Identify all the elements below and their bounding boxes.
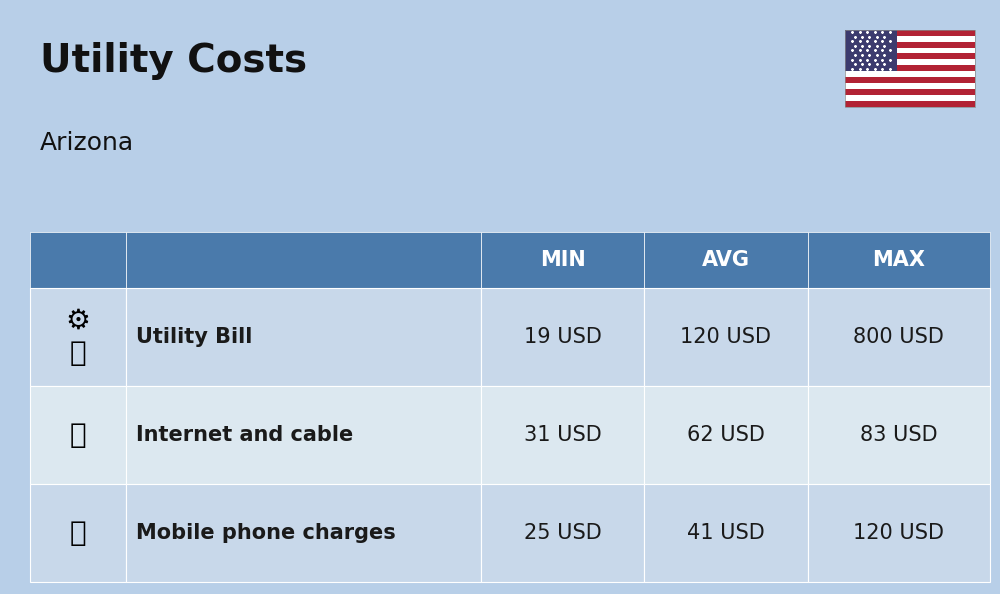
Text: 800 USD: 800 USD [853, 327, 944, 347]
FancyBboxPatch shape [126, 232, 481, 287]
FancyBboxPatch shape [30, 287, 126, 386]
Text: AVG: AVG [702, 249, 750, 270]
FancyBboxPatch shape [126, 287, 481, 386]
FancyBboxPatch shape [845, 83, 975, 89]
Text: 19 USD: 19 USD [524, 327, 602, 347]
FancyBboxPatch shape [845, 53, 975, 59]
Text: 📶: 📶 [70, 421, 86, 449]
FancyBboxPatch shape [845, 59, 975, 65]
FancyBboxPatch shape [30, 232, 126, 287]
FancyBboxPatch shape [845, 101, 975, 107]
FancyBboxPatch shape [644, 287, 808, 386]
FancyBboxPatch shape [845, 77, 975, 83]
FancyBboxPatch shape [845, 71, 975, 77]
Text: Arizona: Arizona [40, 131, 134, 154]
FancyBboxPatch shape [845, 30, 897, 71]
Text: MAX: MAX [872, 249, 925, 270]
FancyBboxPatch shape [845, 65, 975, 71]
FancyBboxPatch shape [845, 30, 975, 36]
FancyBboxPatch shape [808, 386, 990, 484]
Text: ⚙
🔌: ⚙ 🔌 [66, 307, 90, 367]
Text: 31 USD: 31 USD [524, 425, 602, 445]
Text: 41 USD: 41 USD [687, 523, 765, 543]
Text: Utility Costs: Utility Costs [40, 42, 307, 80]
FancyBboxPatch shape [808, 287, 990, 386]
Text: 25 USD: 25 USD [524, 523, 602, 543]
Text: 120 USD: 120 USD [680, 327, 772, 347]
FancyBboxPatch shape [481, 386, 644, 484]
FancyBboxPatch shape [126, 484, 481, 582]
FancyBboxPatch shape [481, 287, 644, 386]
Text: 83 USD: 83 USD [860, 425, 938, 445]
FancyBboxPatch shape [30, 484, 126, 582]
Text: 62 USD: 62 USD [687, 425, 765, 445]
FancyBboxPatch shape [845, 36, 975, 42]
Text: 📱: 📱 [70, 519, 86, 547]
FancyBboxPatch shape [845, 48, 975, 53]
FancyBboxPatch shape [481, 484, 644, 582]
FancyBboxPatch shape [845, 89, 975, 95]
FancyBboxPatch shape [126, 386, 481, 484]
FancyBboxPatch shape [644, 232, 808, 287]
Text: Utility Bill: Utility Bill [136, 327, 252, 347]
FancyBboxPatch shape [30, 386, 126, 484]
FancyBboxPatch shape [644, 386, 808, 484]
Text: 120 USD: 120 USD [853, 523, 944, 543]
FancyBboxPatch shape [481, 232, 644, 287]
FancyBboxPatch shape [808, 484, 990, 582]
Text: Internet and cable: Internet and cable [136, 425, 353, 445]
FancyBboxPatch shape [808, 232, 990, 287]
FancyBboxPatch shape [845, 42, 975, 48]
Text: MIN: MIN [540, 249, 586, 270]
FancyBboxPatch shape [845, 95, 975, 101]
Text: Mobile phone charges: Mobile phone charges [136, 523, 396, 543]
FancyBboxPatch shape [644, 484, 808, 582]
